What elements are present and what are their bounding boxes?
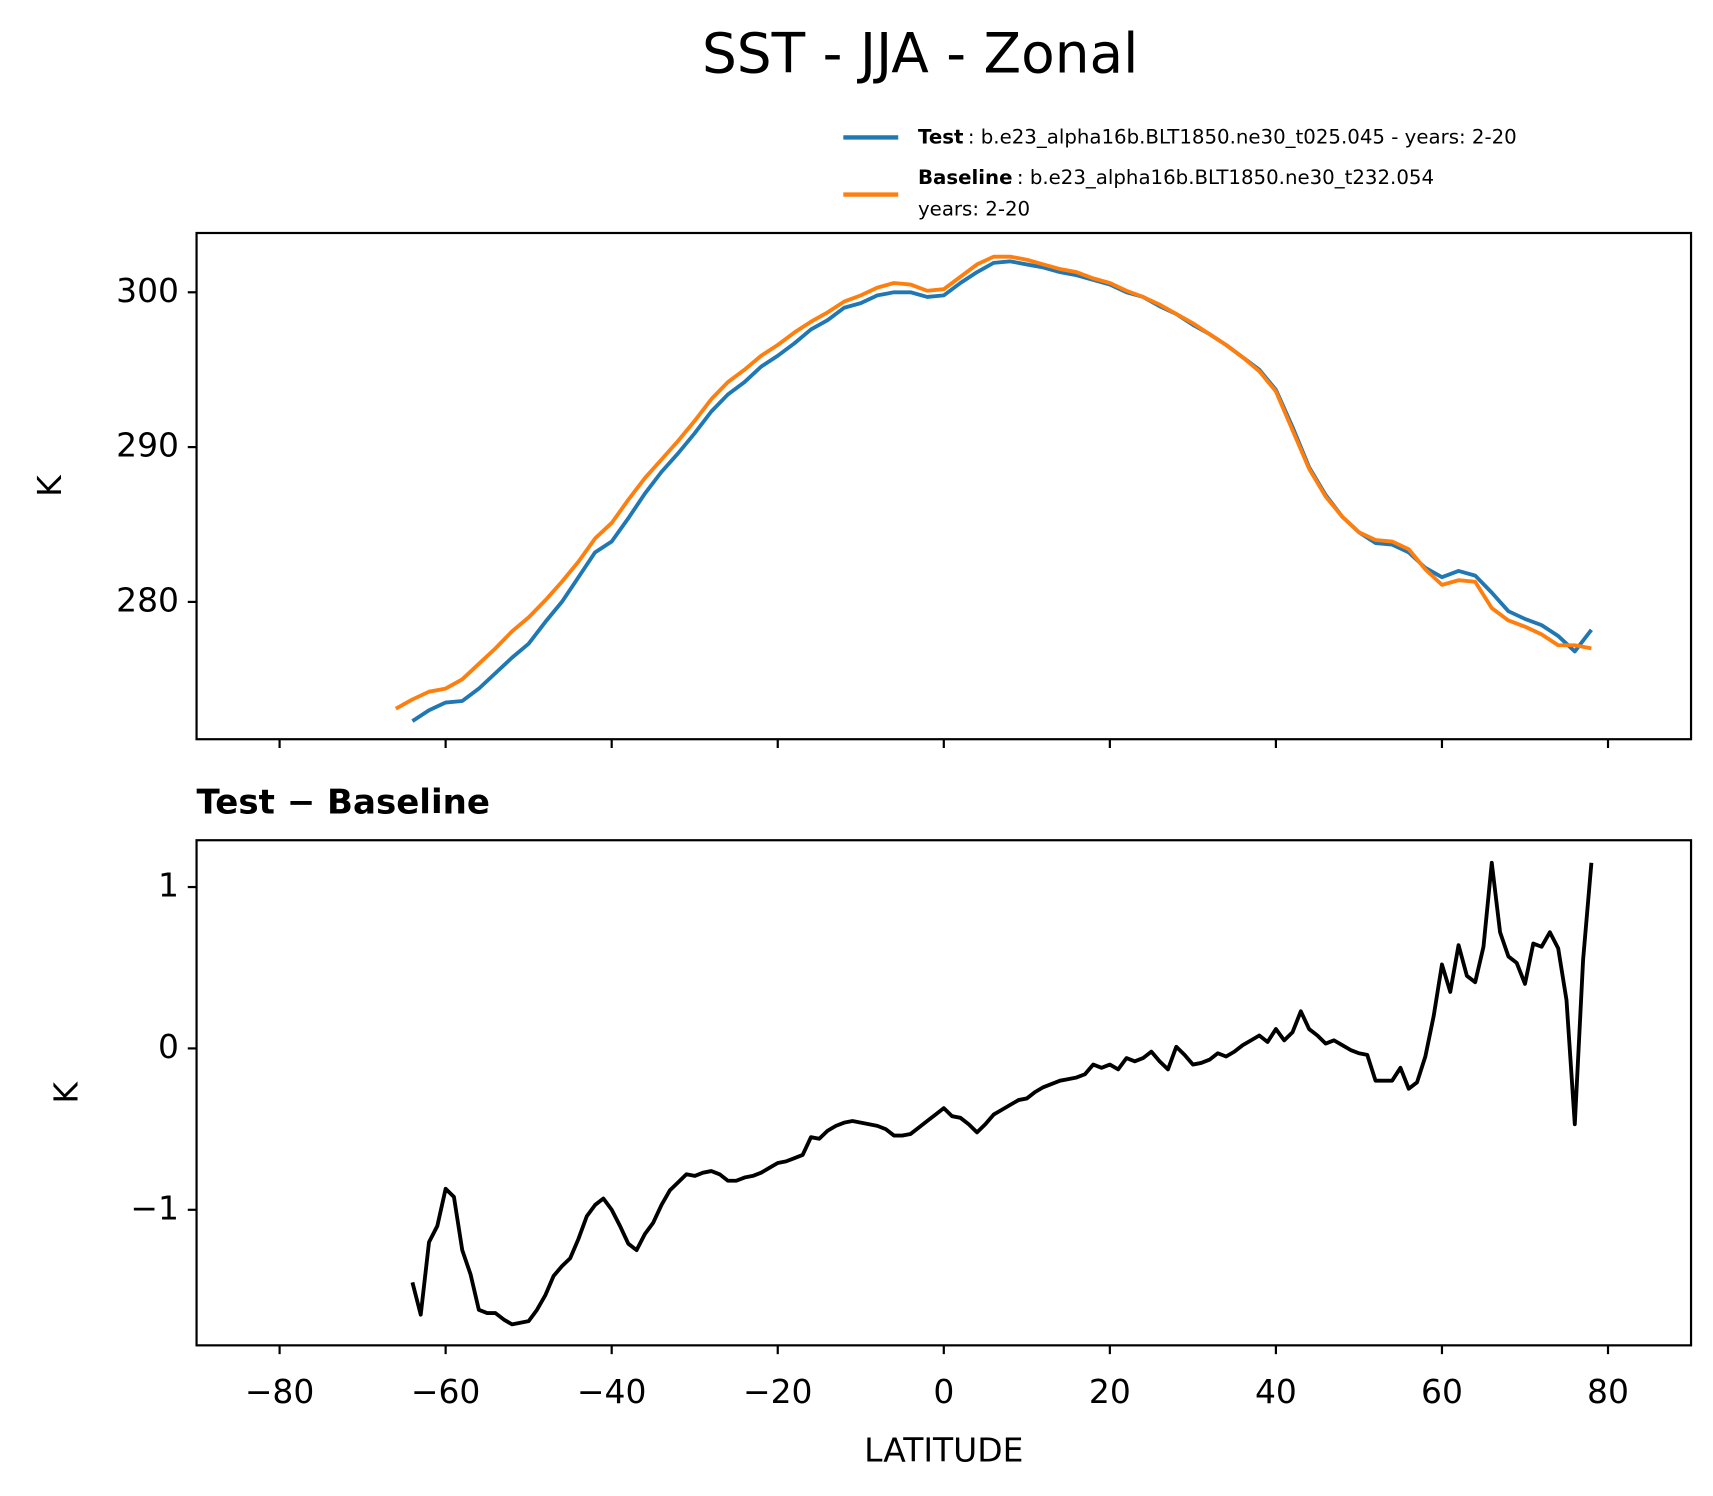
legend-label: Test: b.e23_alpha16b.BLT1850.ne30_t025.0… [918, 125, 1517, 148]
legend-label: Baseline: b.e23_alpha16b.BLT1850.ne30_t2… [918, 166, 1434, 189]
x-tick-label: 0 [933, 1372, 954, 1411]
legend-name: Baseline [918, 166, 1013, 189]
x-tick-label: 60 [1421, 1372, 1463, 1411]
axes-frame [195, 231, 1693, 741]
legend-description: : b.e23_alpha16b.BLT1850.ne30_t232.054 [1017, 166, 1434, 189]
subplot-title: Test − Baseline [197, 783, 490, 823]
y-tick-label: −1 [130, 1188, 179, 1227]
x-tick-label: −80 [245, 1372, 315, 1411]
y-tick-label: 0 [158, 1027, 179, 1066]
plot-area [410, 860, 1594, 1327]
series-line [410, 860, 1594, 1327]
plot-area [394, 254, 1593, 723]
x-tick-label: 20 [1089, 1372, 1131, 1411]
legend-name: Test [918, 125, 963, 148]
figure-title: SST - JJA - Zonal [702, 21, 1138, 85]
y-axis-label: K [30, 474, 69, 497]
series-line [394, 254, 1592, 711]
legend-description: years: 2-20 [918, 197, 1030, 220]
x-axis-label: LATITUDE [864, 1430, 1023, 1469]
x-tick-label: −60 [411, 1372, 481, 1411]
series-line [411, 259, 1593, 723]
y-tick-label: 280 [116, 580, 179, 619]
axes-frame [195, 839, 1693, 1347]
x-tick-label: −20 [743, 1372, 813, 1411]
y-tick-label: 290 [116, 426, 179, 465]
y-tick-label: 300 [116, 271, 179, 310]
legend-description: : b.e23_alpha16b.BLT1850.ne30_t025.045 -… [968, 125, 1517, 148]
x-tick-label: 40 [1255, 1372, 1297, 1411]
y-tick-label: 1 [158, 866, 179, 905]
x-tick-label: 80 [1587, 1372, 1629, 1411]
y-axis-label: K [47, 1081, 86, 1104]
x-tick-label: −40 [577, 1372, 647, 1411]
